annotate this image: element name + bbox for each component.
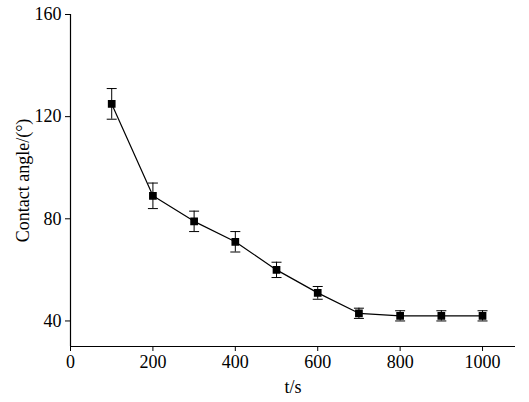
svg-text:t/s: t/s: [284, 377, 301, 397]
svg-text:80: 80: [44, 209, 62, 229]
svg-text:40: 40: [44, 311, 62, 331]
svg-text:0: 0: [66, 352, 75, 372]
svg-text:400: 400: [222, 352, 249, 372]
svg-text:160: 160: [35, 4, 62, 24]
svg-text:1000: 1000: [465, 352, 501, 372]
svg-text:200: 200: [139, 352, 166, 372]
svg-text:600: 600: [304, 352, 331, 372]
svg-text:Contact angle/(°): Contact angle/(°): [13, 119, 34, 243]
svg-text:800: 800: [387, 352, 414, 372]
svg-text:120: 120: [35, 106, 62, 126]
